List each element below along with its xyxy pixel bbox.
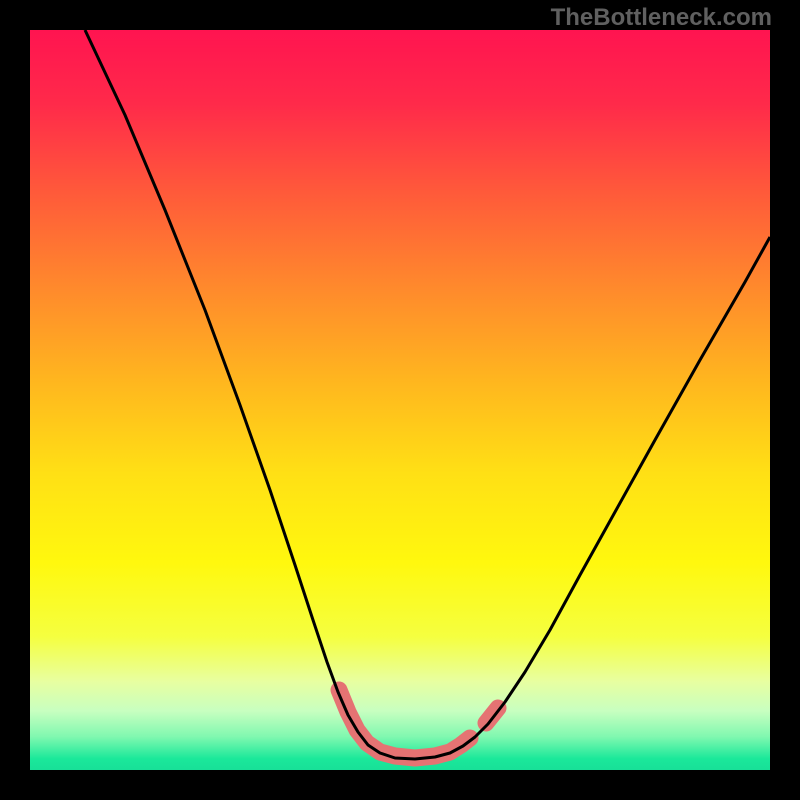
highlight-segment [339,690,470,758]
watermark-text: TheBottleneck.com [551,4,772,32]
curve-layer [30,30,770,770]
plot-area [30,30,770,770]
highlight-group [339,690,498,758]
bottleneck-curve [85,30,770,759]
chart-frame [0,0,800,800]
